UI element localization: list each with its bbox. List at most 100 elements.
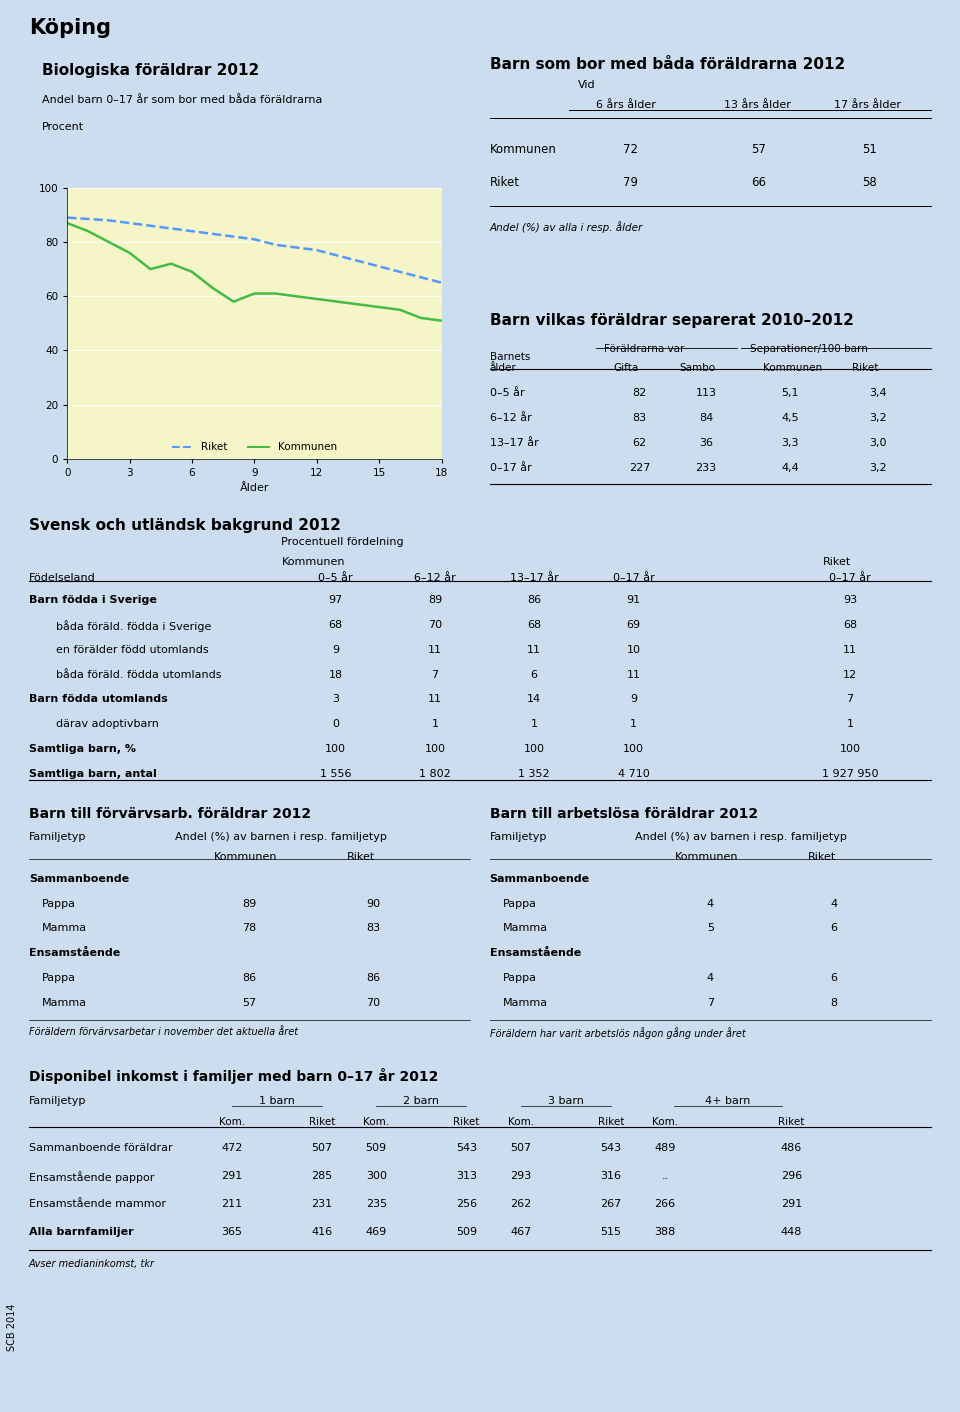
Text: 100: 100 <box>623 744 644 754</box>
Text: Riket: Riket <box>807 851 836 861</box>
Text: 86: 86 <box>527 596 541 606</box>
Text: Separationer/100 barn: Separationer/100 barn <box>750 345 868 354</box>
Text: 11: 11 <box>428 645 442 655</box>
Text: Gifta: Gifta <box>613 363 638 373</box>
Riket <box>207 226 219 243</box>
Text: 66: 66 <box>752 176 766 189</box>
Text: Andel barn 0–17 år som bor med båda föräldrarna: Andel barn 0–17 år som bor med båda förä… <box>42 95 323 104</box>
Text: 3,2: 3,2 <box>870 463 887 473</box>
Text: 4 710: 4 710 <box>617 768 649 778</box>
Text: Riket: Riket <box>453 1117 480 1127</box>
Text: 507: 507 <box>311 1142 333 1154</box>
Kommunen <box>103 233 114 250</box>
Text: 100: 100 <box>325 744 347 754</box>
Text: 86: 86 <box>243 973 256 983</box>
Kommunen <box>415 309 426 326</box>
Text: 5: 5 <box>707 923 714 933</box>
Text: Mamma: Mamma <box>503 997 548 1008</box>
Text: 3: 3 <box>332 695 339 705</box>
Text: 83: 83 <box>633 414 647 424</box>
Riket <box>373 258 385 275</box>
Text: 5,1: 5,1 <box>781 388 799 398</box>
Text: 388: 388 <box>655 1227 676 1237</box>
Text: 1: 1 <box>630 719 636 729</box>
Text: 6 års ålder: 6 års ålder <box>595 100 656 110</box>
Text: Kom.: Kom. <box>363 1117 390 1127</box>
Text: 300: 300 <box>366 1171 387 1180</box>
Text: 100: 100 <box>839 744 860 754</box>
Text: 291: 291 <box>780 1199 802 1209</box>
Kommunen <box>270 285 281 302</box>
Text: Födelseland: Födelseland <box>29 573 96 583</box>
Text: 8: 8 <box>830 997 838 1008</box>
Text: 543: 543 <box>600 1142 621 1154</box>
Text: 69: 69 <box>626 620 640 630</box>
Kommunen <box>395 301 406 318</box>
Riket <box>332 247 344 264</box>
Text: 11: 11 <box>627 669 640 679</box>
Text: Kom.: Kom. <box>652 1117 678 1127</box>
Text: Pappa: Pappa <box>42 973 76 983</box>
Riket <box>83 210 94 227</box>
Text: 113: 113 <box>695 388 716 398</box>
Text: Svensk och utländsk bakgrund 2012: Svensk och utländsk bakgrund 2012 <box>29 518 341 534</box>
Text: 13–17 år: 13–17 år <box>510 573 559 583</box>
Text: 6: 6 <box>830 923 837 933</box>
Kommunen <box>186 264 198 281</box>
Text: Familjetyp: Familjetyp <box>29 1096 86 1107</box>
X-axis label: Ålder: Ålder <box>240 483 269 493</box>
Text: 489: 489 <box>655 1142 676 1154</box>
Text: 89: 89 <box>428 596 442 606</box>
Text: Alla barnfamiljer: Alla barnfamiljer <box>29 1227 133 1237</box>
Text: Barnets
ålder: Barnets ålder <box>490 352 530 373</box>
Text: 86: 86 <box>366 973 380 983</box>
Kommunen <box>61 215 73 232</box>
Riket <box>103 212 114 229</box>
Text: 509: 509 <box>456 1227 477 1237</box>
Text: 68: 68 <box>843 620 857 630</box>
Kommunen <box>436 312 447 329</box>
Text: Samtliga barn, %: Samtliga barn, % <box>29 744 135 754</box>
Kommunen <box>165 256 177 273</box>
Text: 7: 7 <box>431 669 439 679</box>
Text: Familjetyp: Familjetyp <box>490 832 547 842</box>
Text: Mamma: Mamma <box>42 923 87 933</box>
Text: Pappa: Pappa <box>503 899 537 909</box>
Kommunen <box>145 261 156 278</box>
Text: Sambo: Sambo <box>680 363 715 373</box>
Text: 211: 211 <box>221 1199 243 1209</box>
Text: Riket: Riket <box>852 363 878 373</box>
Text: Riket: Riket <box>490 176 519 189</box>
Text: 51: 51 <box>862 143 876 157</box>
Text: 1 556: 1 556 <box>320 768 351 778</box>
Text: 82: 82 <box>633 388 647 398</box>
Text: Ensamstående pappor: Ensamstående pappor <box>29 1171 155 1183</box>
Text: 97: 97 <box>328 596 343 606</box>
Text: Vid: Vid <box>578 80 595 90</box>
Kommunen <box>207 280 219 297</box>
Text: 1 802: 1 802 <box>419 768 451 778</box>
Text: Riket: Riket <box>598 1117 624 1127</box>
Text: Sammanboende: Sammanboende <box>29 874 129 884</box>
Text: 91: 91 <box>626 596 640 606</box>
Text: Andel (%) av barnen i resp. familjetyp: Andel (%) av barnen i resp. familjetyp <box>636 832 848 842</box>
Text: 543: 543 <box>456 1142 477 1154</box>
Text: Barn till arbetslösa föräldrar 2012: Barn till arbetslösa föräldrar 2012 <box>490 808 757 822</box>
Text: 1: 1 <box>847 719 853 729</box>
Text: 507: 507 <box>510 1142 531 1154</box>
Text: Riket: Riket <box>309 1117 335 1127</box>
Text: ..: .. <box>661 1171 668 1180</box>
Text: 4+ barn: 4+ barn <box>706 1096 751 1107</box>
Text: Ensamstående mammor: Ensamstående mammor <box>29 1199 166 1209</box>
Text: 3,2: 3,2 <box>870 414 887 424</box>
Text: 266: 266 <box>655 1199 676 1209</box>
Text: 0–17 år: 0–17 år <box>490 463 531 473</box>
Text: 3,4: 3,4 <box>870 388 887 398</box>
Text: Barn födda utomlands: Barn födda utomlands <box>29 695 168 705</box>
Text: Pappa: Pappa <box>42 899 76 909</box>
Text: Procent: Procent <box>42 121 84 131</box>
Text: 2 barn: 2 barn <box>403 1096 440 1107</box>
Text: 486: 486 <box>780 1142 802 1154</box>
Text: båda föräld. födda utomlands: båda föräld. födda utomlands <box>56 669 222 679</box>
Text: 467: 467 <box>510 1227 531 1237</box>
